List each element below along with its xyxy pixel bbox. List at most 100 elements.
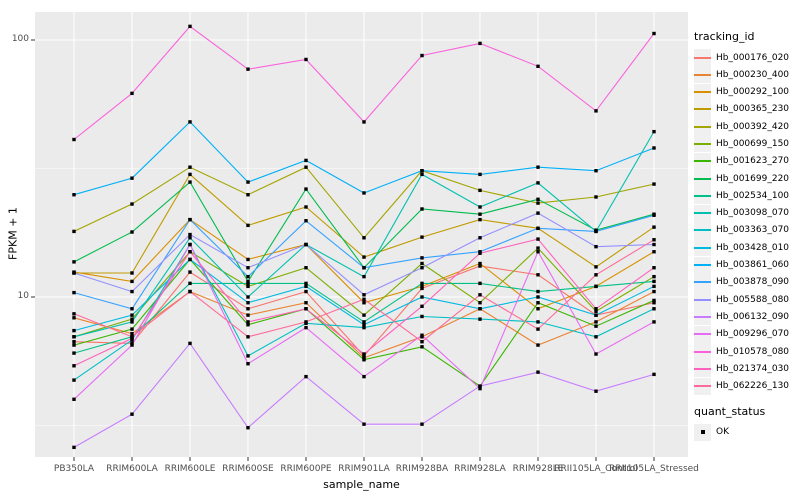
data-point [420, 169, 424, 173]
data-point [130, 91, 134, 96]
data-point [652, 298, 656, 303]
data-point [652, 289, 656, 294]
legend-label: Hb_010578_080 [716, 346, 790, 357]
data-point [652, 250, 656, 254]
data-point [478, 188, 482, 193]
data-point [536, 343, 540, 347]
data-point [362, 325, 366, 330]
data-point [362, 356, 366, 360]
data-point [304, 289, 308, 294]
data-point [478, 301, 482, 305]
legend-item: Hb_003861_060 [694, 256, 800, 274]
legend-line-swatch [694, 177, 711, 180]
data-point [478, 236, 482, 240]
data-point [362, 120, 366, 124]
data-point [246, 281, 250, 286]
data-point [652, 320, 656, 324]
data-point [72, 351, 76, 355]
data-point [478, 386, 482, 391]
data-point [72, 271, 76, 275]
legend-key-icon [694, 343, 711, 361]
data-point [130, 279, 134, 284]
legend-label: Hb_062226_130 [716, 381, 790, 392]
legend-label: Hb_001699_220 [716, 173, 790, 184]
data-point [130, 412, 134, 416]
data-point [188, 232, 192, 237]
data-point [594, 320, 598, 324]
data-point [478, 384, 482, 388]
legend-label: Hb_005588_080 [716, 294, 790, 305]
legend-key-icon [694, 118, 711, 136]
data-point [304, 187, 308, 191]
data-point [188, 281, 192, 286]
legend-line-swatch [694, 194, 711, 197]
data-point [420, 345, 424, 349]
data-point [246, 301, 250, 305]
data-point [536, 289, 540, 294]
legend-item: Hb_009296_070 [694, 325, 800, 343]
data-point [188, 165, 192, 169]
quant-status-items: OK [694, 423, 800, 441]
data-point [652, 301, 656, 305]
x-tick-label: RRIM600PE [280, 464, 332, 474]
data-point [420, 314, 424, 319]
legend-line-swatch [694, 333, 711, 336]
data-point [304, 205, 308, 209]
x-tick-label: RRIM600LE [164, 464, 216, 474]
data-point [130, 341, 134, 346]
data-point [594, 313, 598, 317]
data-point [362, 191, 366, 195]
data-point [420, 261, 424, 266]
data-point [652, 266, 656, 270]
x-tick-label: RRII105LA_Stressed [609, 464, 699, 474]
legend-item: Hb_000392_420 [694, 118, 800, 136]
data-point [536, 320, 540, 324]
data-point [304, 307, 308, 311]
data-point [594, 109, 598, 113]
data-point [594, 244, 598, 249]
data-point [652, 182, 656, 186]
data-point [536, 237, 540, 241]
x-tick-label: RRIM600LA [106, 464, 158, 474]
data-point [536, 197, 540, 201]
data-point [304, 284, 308, 289]
data-point [188, 180, 192, 184]
legend-item: Hb_000699_150 [694, 135, 800, 153]
legend-key-icon [694, 49, 711, 66]
data-point [130, 317, 134, 321]
data-point [72, 378, 76, 382]
legend-item: Hb_001699_220 [694, 170, 800, 188]
x-tick-label: RRIM600SE [222, 464, 274, 474]
legend-key-icon [694, 221, 711, 239]
data-point [536, 246, 540, 250]
data-point [72, 193, 76, 197]
legend-line-swatch [694, 160, 711, 163]
legend-item: Hb_006132_090 [694, 308, 800, 326]
data-point [536, 307, 540, 311]
x-tick-label: PB350LA [53, 464, 95, 474]
legend-label: Hb_003878_090 [716, 277, 790, 288]
legend-line-swatch [694, 350, 711, 353]
data-point [594, 324, 598, 328]
data-point [304, 266, 308, 270]
legend-line-swatch [694, 246, 711, 249]
legend-key-icon [694, 360, 711, 378]
legend-item: Hb_000230_400 [694, 66, 800, 84]
data-point [130, 307, 134, 311]
legend-item: Hb_062226_130 [694, 377, 800, 395]
legend-key-icon [694, 291, 711, 309]
data-point [420, 235, 424, 239]
data-point [130, 313, 134, 317]
data-point [130, 320, 134, 324]
data-point [130, 271, 134, 275]
data-point [246, 193, 250, 197]
data-point [72, 312, 76, 316]
legend-item: Hb_003363_070 [694, 221, 800, 239]
data-point [652, 274, 656, 279]
legend-line-swatch [694, 212, 711, 215]
x-tick-label: RRIM928BA [395, 464, 449, 474]
data-point [420, 281, 424, 286]
data-point [652, 279, 656, 284]
data-point [420, 422, 424, 426]
